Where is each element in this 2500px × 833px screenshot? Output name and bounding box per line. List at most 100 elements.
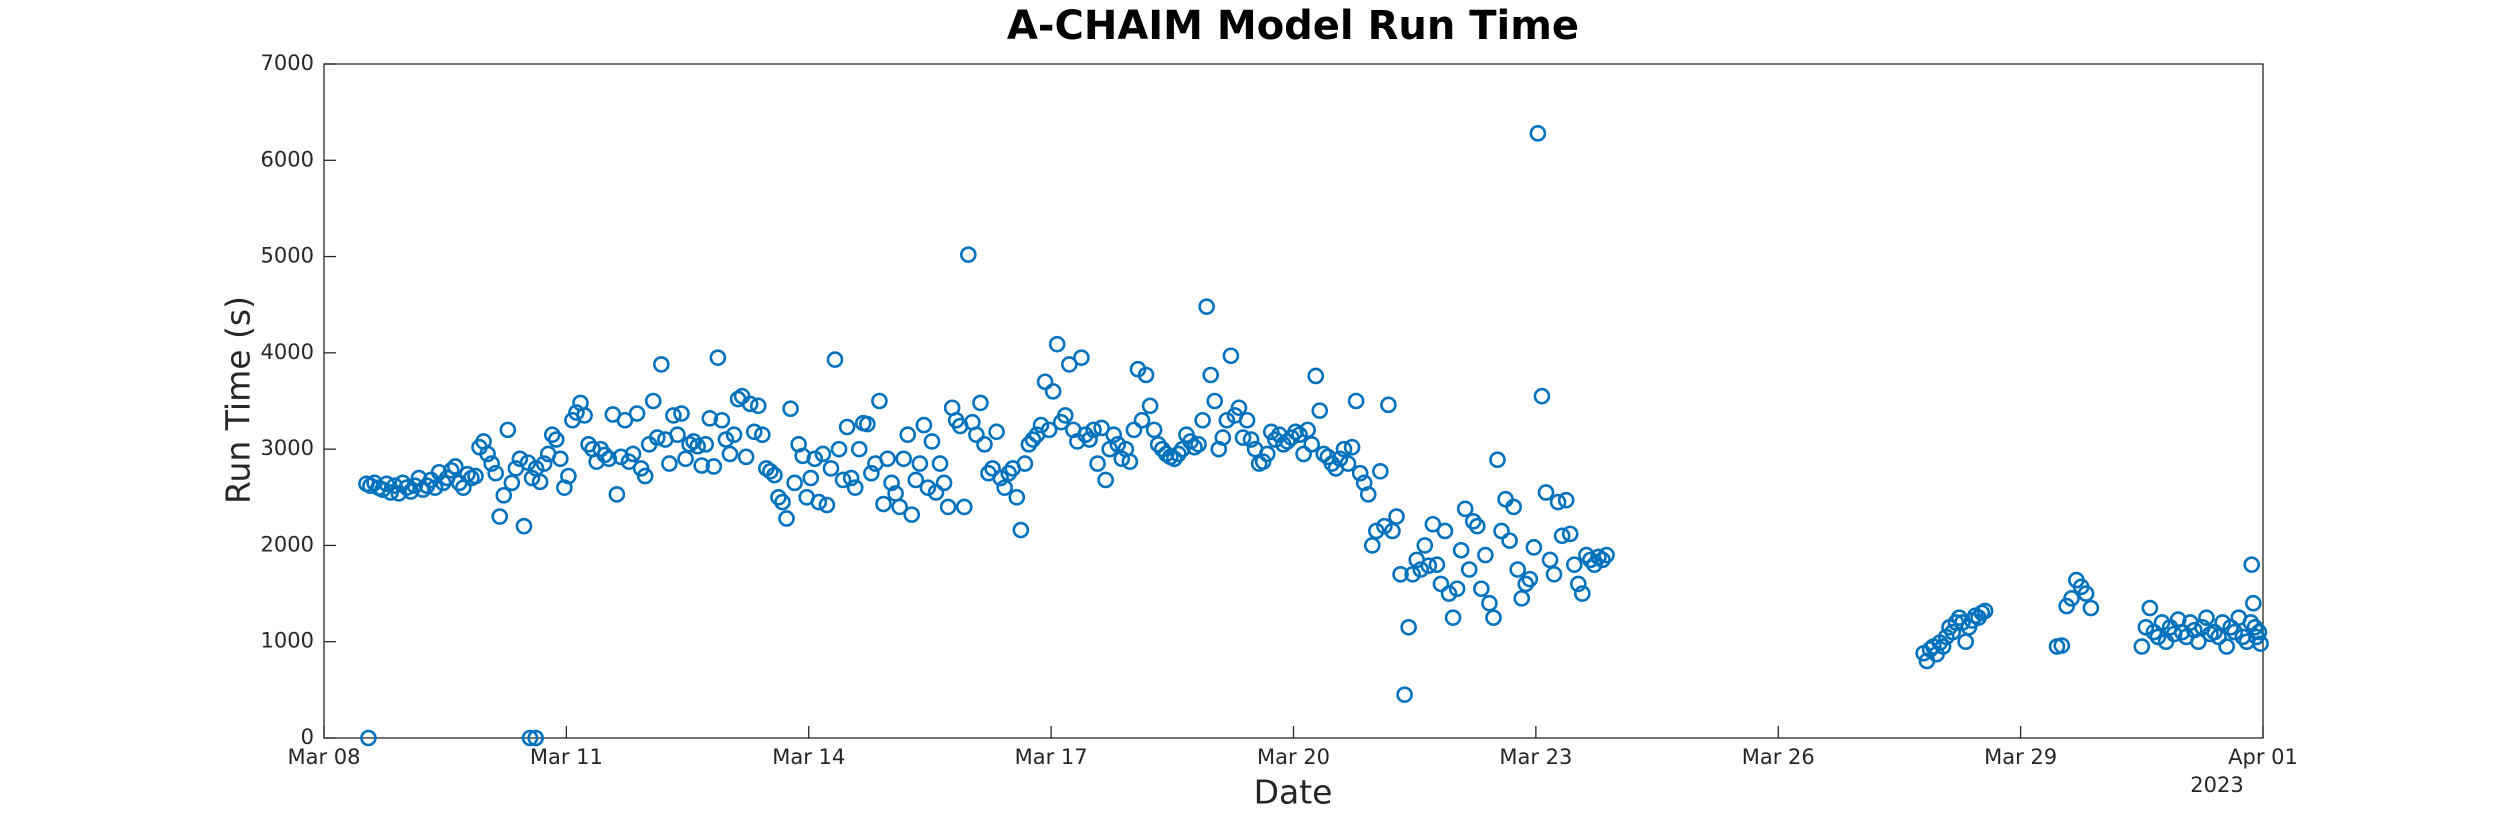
data-point	[689, 437, 706, 455]
data-point	[810, 493, 828, 511]
data-point	[1048, 335, 1066, 353]
data-point	[1384, 522, 1401, 540]
data-point	[1493, 522, 1510, 540]
data-point	[669, 426, 686, 444]
data-point	[648, 429, 666, 446]
data-point	[984, 460, 1001, 477]
data-point	[1303, 436, 1320, 453]
data-point	[907, 471, 925, 489]
data-point	[786, 474, 803, 492]
data-point	[826, 351, 844, 368]
data-point	[778, 510, 795, 527]
data-point	[923, 433, 941, 450]
data-point	[1416, 537, 1434, 554]
data-point	[523, 469, 541, 487]
data-point	[693, 457, 711, 474]
data-point	[972, 394, 989, 412]
data-point	[806, 450, 824, 468]
data-point	[1121, 453, 1139, 470]
data-point	[1335, 440, 1353, 458]
y-tick-label: 0	[301, 725, 314, 749]
data-point	[701, 410, 719, 427]
data-point	[960, 246, 977, 263]
data-point	[968, 426, 985, 444]
data-point	[499, 421, 517, 439]
data-point	[1279, 433, 1296, 450]
data-point	[1525, 539, 1543, 556]
data-point	[766, 466, 783, 484]
data-point	[677, 450, 694, 468]
data-point	[762, 462, 779, 480]
data-point	[1258, 445, 1276, 463]
data-point	[2242, 614, 2260, 631]
data-point	[515, 517, 533, 535]
data-point	[1137, 366, 1155, 384]
data-point	[1295, 445, 1312, 463]
data-point	[1093, 419, 1110, 437]
data-point	[1032, 416, 1050, 434]
data-point	[2214, 614, 2231, 631]
data-point	[2218, 638, 2235, 655]
data-point	[446, 458, 464, 475]
data-point	[745, 423, 763, 441]
data-point	[1574, 585, 1591, 602]
data-point	[859, 415, 876, 433]
data-point	[1424, 515, 1442, 533]
data-point	[1020, 436, 1038, 453]
data-point	[1343, 438, 1361, 456]
data-point	[2149, 628, 2167, 646]
data-point	[1101, 440, 1118, 458]
data-point	[1505, 498, 1522, 516]
data-point	[1533, 387, 1551, 405]
data-point	[378, 475, 395, 493]
data-point	[2063, 590, 2080, 607]
data-point	[1485, 609, 1502, 626]
data-point	[915, 416, 933, 434]
data-point	[360, 729, 377, 747]
data-point	[1469, 517, 1486, 535]
data-point	[568, 404, 585, 421]
data-point	[1311, 402, 1329, 419]
data-point	[1420, 557, 1438, 574]
x-tick-label: Mar 29	[1984, 745, 2057, 769]
data-point	[535, 455, 553, 472]
data-point	[1234, 429, 1252, 446]
data-point	[1489, 451, 1506, 469]
x-tick-label: Mar 08	[287, 745, 360, 769]
data-point	[935, 474, 953, 492]
data-point	[495, 487, 513, 504]
data-point	[1218, 411, 1236, 429]
data-point	[939, 498, 957, 516]
data-point	[883, 474, 900, 492]
data-point	[1553, 527, 1571, 545]
data-point	[992, 469, 1009, 487]
data-point	[1545, 566, 1563, 583]
data-point	[2137, 618, 2155, 636]
data-point	[1565, 556, 1583, 573]
data-point	[1056, 407, 1074, 424]
data-point	[737, 448, 755, 466]
data-point	[1396, 686, 1413, 703]
x-tick-label: Mar 14	[772, 745, 845, 769]
y-tick-label: 7000	[261, 51, 314, 75]
data-point	[774, 493, 791, 511]
data-point	[911, 455, 929, 472]
data-point	[459, 465, 476, 483]
data-point	[1222, 347, 1240, 365]
data-point	[1097, 471, 1114, 489]
data-point	[1141, 397, 1159, 415]
data-point	[628, 405, 646, 422]
data-point	[1077, 426, 1094, 444]
data-point	[483, 455, 500, 472]
data-point	[1569, 575, 1587, 593]
data-point	[2077, 585, 2095, 602]
data-point	[1509, 561, 1526, 578]
data-point	[661, 455, 678, 472]
data-point	[1214, 429, 1232, 446]
data-point	[988, 423, 1005, 441]
data-point	[846, 479, 864, 496]
data-point	[600, 450, 618, 468]
data-point	[879, 450, 896, 468]
data-point	[725, 426, 743, 444]
data-point	[1460, 561, 1478, 578]
